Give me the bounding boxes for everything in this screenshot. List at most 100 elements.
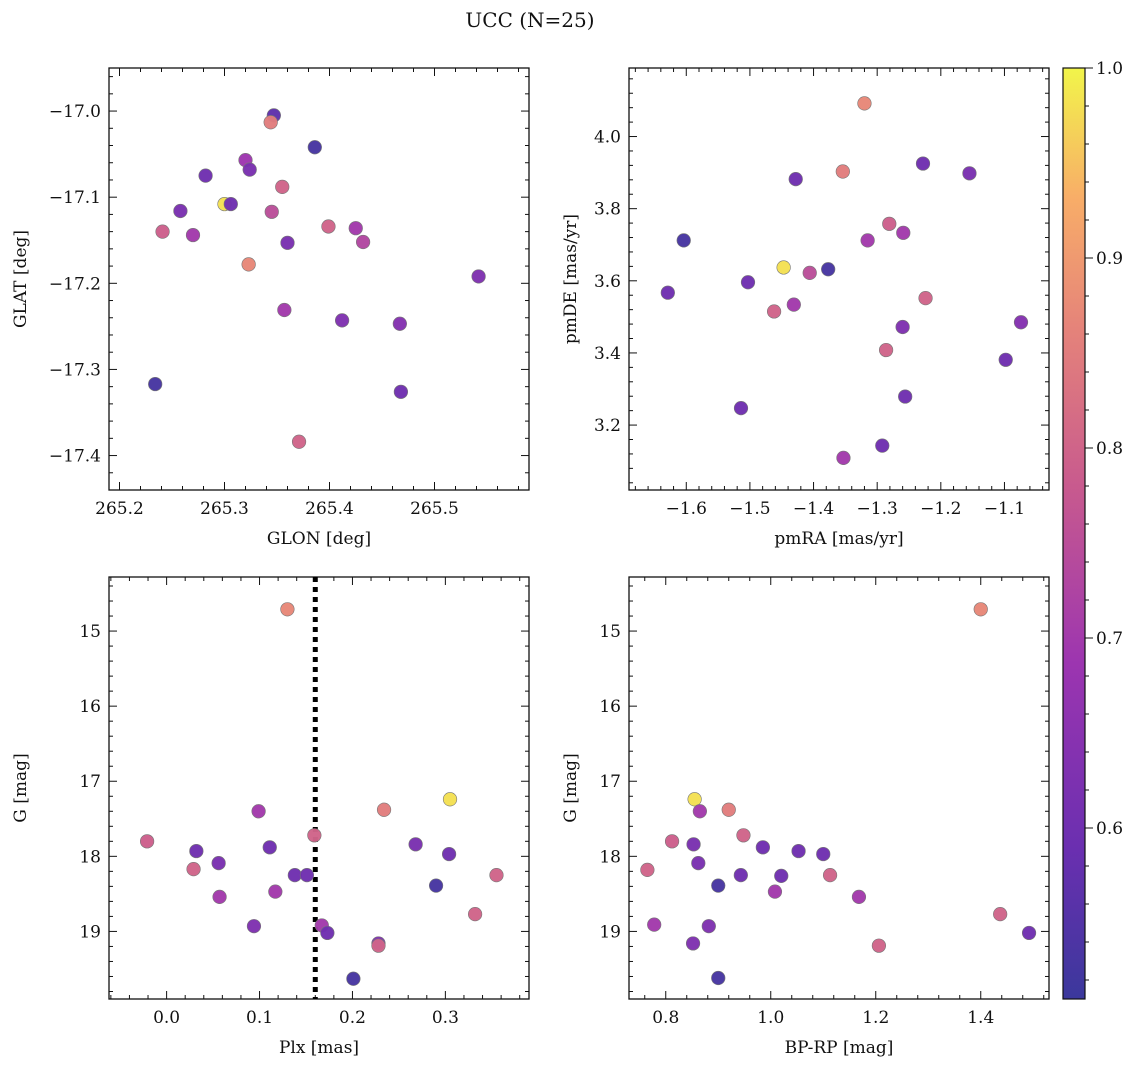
- scatter-point: [788, 171, 803, 187]
- scatter-point: [299, 868, 315, 883]
- colorbar-tick-label: 0.8: [1096, 439, 1123, 459]
- y-axis-label: G [mag]: [11, 753, 31, 822]
- scatter-point: [962, 166, 977, 181]
- y-tick-label: 17: [599, 772, 621, 792]
- x-tick-label: −1.4: [793, 499, 834, 519]
- scatter-point: [307, 828, 322, 843]
- scatter-point: [740, 275, 756, 290]
- scatter-point: [733, 401, 749, 416]
- scatter-point: [241, 257, 256, 272]
- scatter-point: [277, 302, 292, 318]
- x-axis-label: Plx [mas]: [279, 1038, 359, 1058]
- y-tick-label: 3.6: [594, 272, 621, 292]
- y-tick-label: −17.2: [49, 274, 101, 294]
- scatter-point: [186, 861, 201, 877]
- scatter-point: [875, 438, 890, 453]
- scatter-point: [148, 376, 163, 392]
- tick-marks: [109, 68, 529, 490]
- scatter-point: [736, 828, 751, 843]
- scatter-point: [835, 164, 850, 179]
- scatter-point: [392, 316, 407, 331]
- scatter-point: [822, 868, 838, 883]
- y-tick-label: −17.0: [49, 102, 101, 122]
- axes-frame: [108, 576, 530, 1000]
- panel-bottom-right: 0.8 1.0 1.2 1.4 15 16 17 18 19 BP-RP [mag] G [mag]: [561, 576, 1050, 1058]
- x-tick-label: −1.6: [666, 499, 707, 519]
- x-tick-label: −1.3: [857, 499, 898, 519]
- x-tick-label: 265.3: [200, 499, 249, 519]
- scatter-points: [660, 96, 1029, 465]
- scatter-point: [898, 389, 913, 404]
- scatter-point: [998, 352, 1013, 367]
- x-tick-label: −1.5: [729, 499, 770, 519]
- scatter-points: [148, 108, 486, 449]
- scatter-point: [264, 204, 279, 219]
- y-tick-label: 15: [599, 622, 621, 642]
- scatter-point: [786, 297, 801, 312]
- x-axis-label: GLON [deg]: [267, 529, 371, 549]
- axes-frame: [628, 67, 1050, 491]
- scatter-point: [185, 227, 201, 243]
- scatter-point: [692, 804, 707, 819]
- scatter-point: [1013, 315, 1029, 330]
- scatter-point: [802, 265, 817, 280]
- x-tick-label: 0.3: [432, 1008, 459, 1028]
- scatter-point: [774, 868, 789, 883]
- scatter-point: [468, 907, 483, 922]
- y-tick-label: −17.3: [49, 360, 101, 380]
- axes-frame: [628, 576, 1050, 1000]
- colorbar-tick-label: 0.9: [1096, 249, 1123, 269]
- scatter-point: [280, 602, 295, 617]
- y-tick-label: 3.4: [594, 344, 621, 364]
- scatter-point: [767, 884, 783, 899]
- scatter-point: [896, 225, 911, 240]
- scatter-point: [441, 846, 457, 862]
- scatter-point: [242, 162, 257, 177]
- scatter-point: [918, 291, 933, 306]
- scatter-point: [321, 219, 336, 234]
- scatter-point: [356, 234, 371, 250]
- scatter-point: [275, 179, 290, 194]
- scatter-point: [676, 233, 691, 248]
- scatter-point: [335, 313, 350, 328]
- x-axis-label: BP-RP [mag]: [785, 1038, 894, 1058]
- scatter-point: [711, 970, 726, 986]
- scatter-point: [882, 216, 897, 231]
- y-tick-label: 15: [79, 622, 101, 642]
- y-tick-label: 16: [599, 697, 621, 717]
- scatter-point: [895, 319, 910, 335]
- scatter-point: [721, 802, 736, 817]
- colorbar-tick-label: 0.6: [1096, 819, 1123, 839]
- scatter-point: [320, 925, 335, 941]
- x-tick-label: 265.4: [305, 499, 354, 519]
- colorbar-tick-label: 0.7: [1096, 629, 1123, 649]
- x-tick-label: 0.8: [652, 1008, 679, 1028]
- y-tick-label: 3.8: [594, 200, 621, 220]
- tick-marks: [629, 68, 1049, 490]
- y-axis-label: G [mag]: [561, 753, 581, 822]
- scatter-point: [139, 834, 155, 849]
- scatter-point: [691, 855, 706, 871]
- y-tick-label: −17.1: [49, 188, 101, 208]
- x-tick-label: 0.0: [153, 1008, 180, 1028]
- x-tick-label: 1.2: [862, 1008, 889, 1028]
- scatter-point: [212, 889, 227, 904]
- scatter-points: [640, 602, 1037, 986]
- scatter-point: [173, 203, 188, 219]
- y-tick-label: −17.4: [49, 447, 101, 467]
- panel-bottom-left: 0.0 0.1 0.2 0.3 15 16 17 18 19 Plx [mas] G [mag]: [11, 576, 530, 1058]
- scatter-point: [262, 840, 277, 855]
- scatter-point: [471, 269, 486, 284]
- scatter-point: [155, 224, 170, 239]
- scatter-point: [733, 868, 748, 883]
- tick-marks: [109, 577, 529, 999]
- scatter-point: [291, 434, 307, 449]
- scatter-point: [280, 235, 295, 250]
- scatter-point: [766, 304, 782, 319]
- scatter-point: [816, 846, 831, 862]
- x-axis-label: pmRA [mas/yr]: [774, 529, 903, 549]
- panel-top-left: 265.2 265.3 265.4 265.5 −17.0 −17.1 −17.2 −17.3…: [11, 67, 530, 549]
- scatter-point: [428, 878, 444, 893]
- scatter-point: [251, 804, 266, 819]
